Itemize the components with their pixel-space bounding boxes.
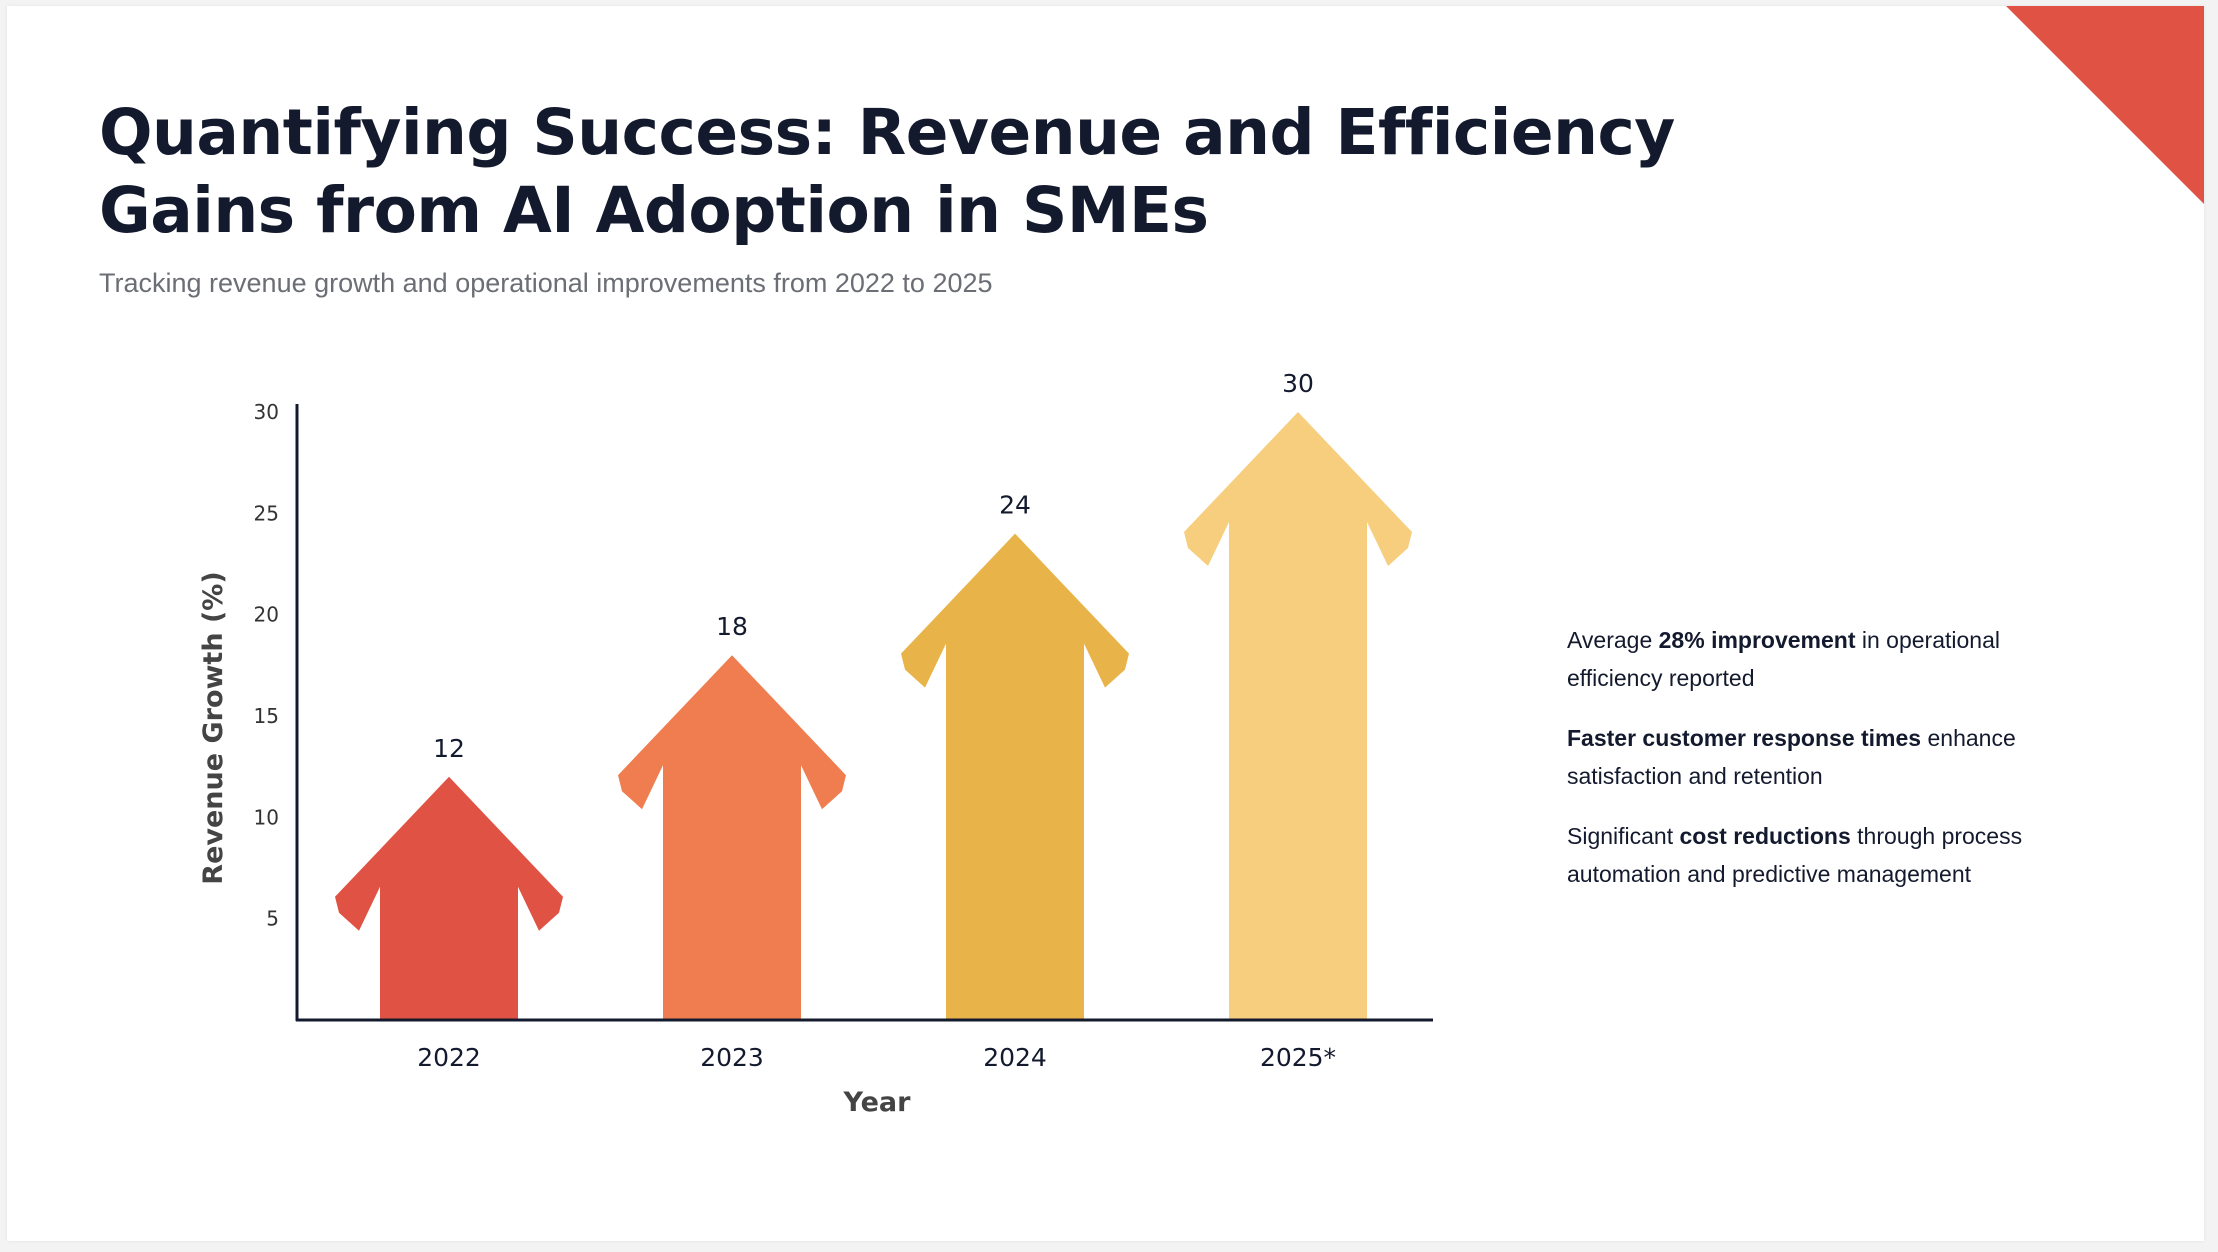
corner-accent	[2006, 6, 2204, 204]
note-text: through process automation and predictiv…	[1567, 823, 2023, 887]
y-tick-label: 20	[254, 603, 279, 627]
y-tick-label: 10	[254, 805, 279, 829]
data-label: 18	[716, 612, 748, 641]
data-labels: 12 18 24 30	[433, 369, 1314, 763]
note-text: Significant	[1567, 823, 1680, 849]
x-tick-label: 2025*	[1260, 1043, 1336, 1072]
data-label: 24	[999, 491, 1031, 520]
x-ticks: 2022 2023 2024 2025*	[417, 1043, 1336, 1072]
note-efficiency: Average 28% improvement in operational e…	[1567, 621, 2087, 697]
x-tick-label: 2022	[417, 1043, 481, 1072]
slide: Quantifying Success: Revenue and Efficie…	[7, 6, 2204, 1241]
note-highlight: Faster customer response times	[1567, 725, 1922, 751]
note-highlight: cost reductions	[1679, 823, 1851, 849]
x-tick-label: 2023	[700, 1043, 764, 1072]
y-tick-label: 25	[254, 501, 279, 525]
bar-arrow-2025	[1184, 412, 1412, 1020]
bar-arrow-2023	[618, 655, 846, 1020]
key-findings: Average 28% improvement in operational e…	[1567, 621, 2087, 915]
subtitle: Tracking revenue growth and operational …	[99, 268, 993, 298]
data-label: 12	[433, 734, 465, 763]
x-tick-label: 2024	[983, 1043, 1047, 1072]
note-highlight: 28% improvement	[1658, 627, 1856, 653]
revenue-growth-chart: 5 10 15 20 25 30 2022 2023 2024 2025* 12 18 24 30 Y…	[198, 369, 1433, 1118]
x-axis-label: Year	[843, 1087, 912, 1118]
y-tick-label: 15	[254, 704, 279, 728]
y-tick-label: 5	[266, 907, 279, 931]
note-text: in operational efficiency reported	[1567, 627, 2000, 691]
bar-arrow-2022	[335, 776, 563, 1020]
y-axis-label: Revenue Growth (%)	[198, 571, 229, 884]
data-label: 30	[1282, 369, 1314, 398]
bars	[335, 412, 1412, 1020]
note-response-times: Faster customer response times enhance s…	[1567, 719, 2087, 795]
title-line-2: Gains from AI Adoption in SMEs	[99, 174, 1209, 247]
title-line-1: Quantifying Success: Revenue and Efficie…	[99, 96, 1675, 169]
note-text: Average	[1567, 627, 1659, 653]
y-tick-label: 30	[254, 400, 279, 424]
bar-arrow-2024	[901, 533, 1129, 1020]
note-cost-reductions: Significant cost reductions through proc…	[1567, 817, 2087, 893]
axes	[295, 404, 1433, 1022]
y-ticks: 5 10 15 20 25 30	[254, 400, 279, 931]
page-title: Quantifying Success: Revenue and Efficie…	[99, 94, 1699, 250]
note-text: enhance satisfaction and retention	[1567, 725, 2016, 789]
